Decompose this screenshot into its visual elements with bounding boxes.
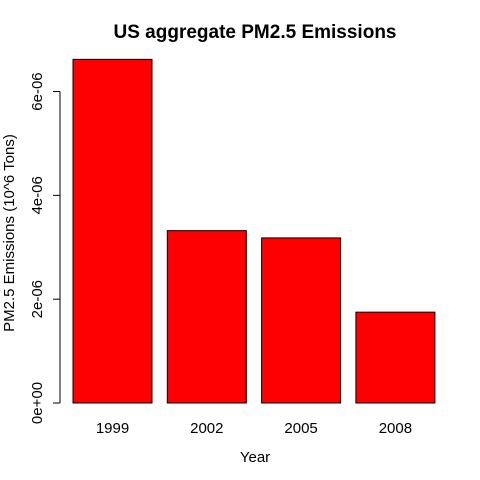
y-tick-label: 4e-06 <box>29 176 46 214</box>
bar-2002 <box>166 230 247 404</box>
bar-1999 <box>72 58 153 404</box>
y-axis: 0e+00 2e-06 4e-06 6e-06 <box>29 72 61 424</box>
y-tick-label: 0e+00 <box>29 382 46 424</box>
bar-2005 <box>261 237 342 404</box>
chart-title: US aggregate PM2.5 Emissions <box>114 22 397 43</box>
x-axis-tick-labels: 1999 2002 2005 2008 <box>96 420 412 437</box>
y-tick-label: 6e-06 <box>29 72 46 110</box>
x-tick-label: 2005 <box>284 420 317 437</box>
bars-group <box>72 58 436 404</box>
x-tick-label: 1999 <box>96 420 129 437</box>
bar-2008 <box>355 311 436 404</box>
x-axis-label: Year <box>240 449 270 466</box>
x-tick-label: 2002 <box>190 420 223 437</box>
y-axis-label: PM2.5 Emissions (10^6 Tons) <box>1 134 18 332</box>
y-tick-label: 2e-06 <box>29 280 46 318</box>
x-tick-label: 2008 <box>379 420 412 437</box>
